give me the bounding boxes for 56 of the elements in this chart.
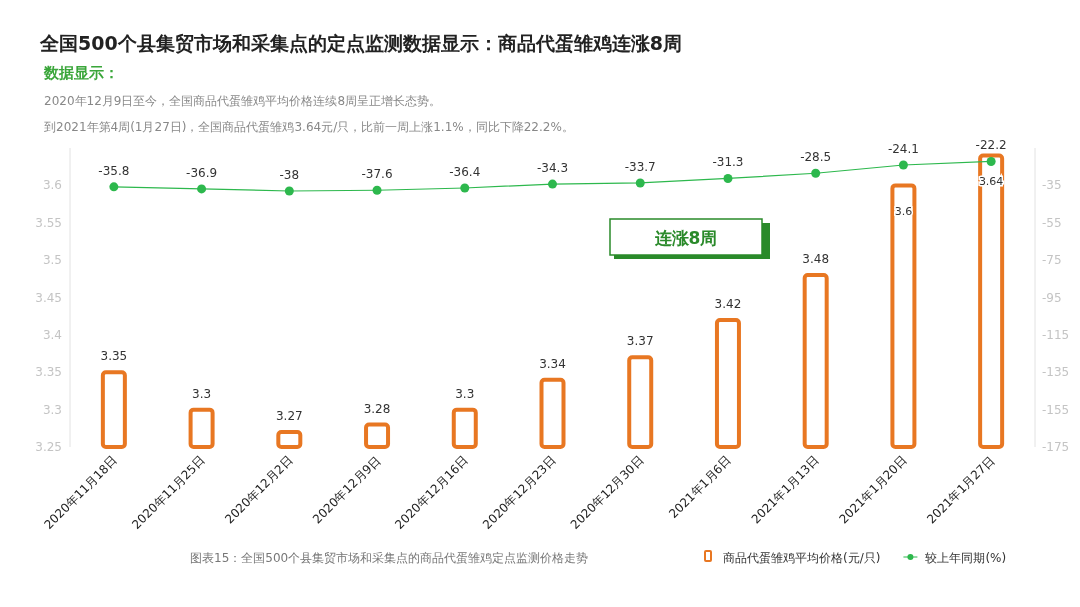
y2-tick-label: -155 bbox=[1042, 402, 1070, 417]
y2-tick-label: -35 bbox=[1042, 178, 1062, 193]
point bbox=[898, 160, 908, 170]
y2-tick-label: -75 bbox=[1042, 253, 1062, 268]
data-label: 3.3 bbox=[192, 386, 212, 401]
y-tick-label: 3.55 bbox=[35, 215, 62, 230]
y2-tick-label: -115 bbox=[1042, 327, 1070, 342]
y-tick-label: 3.4 bbox=[42, 327, 62, 342]
y2-tick-label: -55 bbox=[1042, 215, 1062, 230]
text: 到2021年第4周(1月27日)，全国商品代蛋雏鸡3.64元/只，比前一周上涨1.1%，同比下降22.2%。 bbox=[44, 120, 574, 134]
text: 2020年12月9日至今，全国商品代蛋雏鸡平均价格连续8周呈正增长态势。 bbox=[44, 94, 442, 108]
data-label: -33.7 bbox=[624, 159, 656, 174]
data-label: 3.3 bbox=[455, 386, 475, 401]
y2-tick-label: -135 bbox=[1042, 365, 1070, 380]
point bbox=[284, 186, 294, 196]
data-label: 3.48 bbox=[802, 252, 830, 267]
data-label: -37.6 bbox=[361, 167, 393, 182]
point bbox=[635, 178, 645, 188]
y2-tick-label: -95 bbox=[1042, 290, 1062, 305]
data-label: -28.5 bbox=[800, 150, 832, 165]
y-tick-label: 3.25 bbox=[35, 440, 62, 454]
data-label: -38 bbox=[279, 167, 300, 182]
chart-title: 全国500个县集贸市场和采集点的定点监测数据显示：商品代蛋雏鸡连涨8周 bbox=[39, 32, 682, 54]
y-tick-label: 3.3 bbox=[42, 402, 62, 417]
point bbox=[723, 173, 733, 183]
point bbox=[197, 184, 207, 194]
data-label: -22.2 bbox=[975, 138, 1007, 153]
data-label: -24.1 bbox=[887, 142, 919, 157]
data-label: -36.9 bbox=[186, 165, 218, 180]
data-label: -34.3 bbox=[536, 161, 569, 176]
point bbox=[372, 185, 382, 195]
data-label: 3.42 bbox=[714, 296, 742, 311]
data-label: 3.6 bbox=[894, 205, 913, 219]
data-label: 3.35 bbox=[100, 349, 128, 364]
point bbox=[548, 179, 557, 189]
data-label: -35.8 bbox=[98, 163, 130, 178]
point bbox=[986, 156, 996, 166]
data-label: 3.37 bbox=[626, 334, 654, 349]
y-tick-label: 3.45 bbox=[35, 290, 62, 305]
point bbox=[811, 168, 821, 178]
y-tick-label: 3.5 bbox=[42, 253, 62, 268]
data-label: 3.28 bbox=[363, 401, 391, 416]
data-label: -31.3 bbox=[712, 155, 744, 170]
data-label: 3.27 bbox=[275, 409, 303, 424]
data-label: 3.34 bbox=[539, 356, 566, 371]
point bbox=[109, 182, 119, 192]
y-tick-label: 3.6 bbox=[42, 178, 62, 193]
legend-label: 较上年同期(%) bbox=[925, 551, 1007, 565]
text: 图表15：全国500个县集贸市场和采集点的商品代蛋雏鸡定点监测价格走势 bbox=[190, 551, 589, 565]
chart-subtitle: 数据显示： bbox=[43, 64, 119, 82]
annotation: 连涨8周 bbox=[653, 228, 718, 248]
point bbox=[460, 183, 470, 193]
y-tick-label: 3.35 bbox=[35, 365, 62, 380]
y2-tick-label: -175 bbox=[1042, 440, 1070, 454]
data-label: -36.4 bbox=[449, 164, 481, 179]
legend-label: 商品代蛋雏鸡平均价格(元/只) bbox=[723, 551, 881, 565]
